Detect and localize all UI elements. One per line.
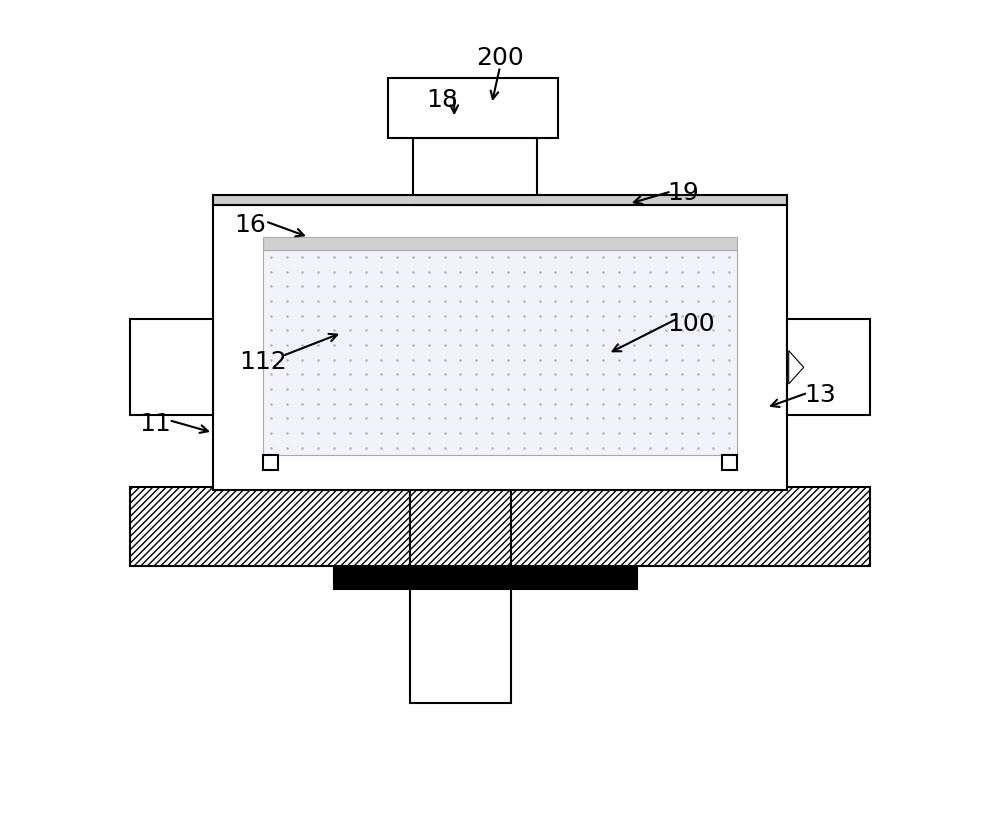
Bar <box>413 138 537 205</box>
Text: 200: 200 <box>476 47 524 70</box>
Text: 18: 18 <box>426 88 458 111</box>
Bar <box>213 205 787 490</box>
Text: 11: 11 <box>139 413 171 436</box>
Text: 112: 112 <box>239 350 287 374</box>
Bar <box>511 487 870 566</box>
Bar <box>263 455 278 470</box>
Bar <box>388 78 558 138</box>
Bar <box>130 319 213 415</box>
Bar <box>787 319 870 415</box>
Text: 19: 19 <box>667 181 699 205</box>
Bar <box>410 487 511 566</box>
Text: 13: 13 <box>804 384 836 407</box>
Text: 16: 16 <box>234 213 266 236</box>
Bar <box>213 195 787 205</box>
Polygon shape <box>789 351 804 384</box>
Text: 100: 100 <box>668 313 715 336</box>
Bar <box>410 589 511 703</box>
Bar <box>130 487 410 566</box>
Bar <box>263 250 737 455</box>
Bar <box>263 237 737 250</box>
Bar <box>334 568 637 589</box>
Bar <box>722 455 737 470</box>
